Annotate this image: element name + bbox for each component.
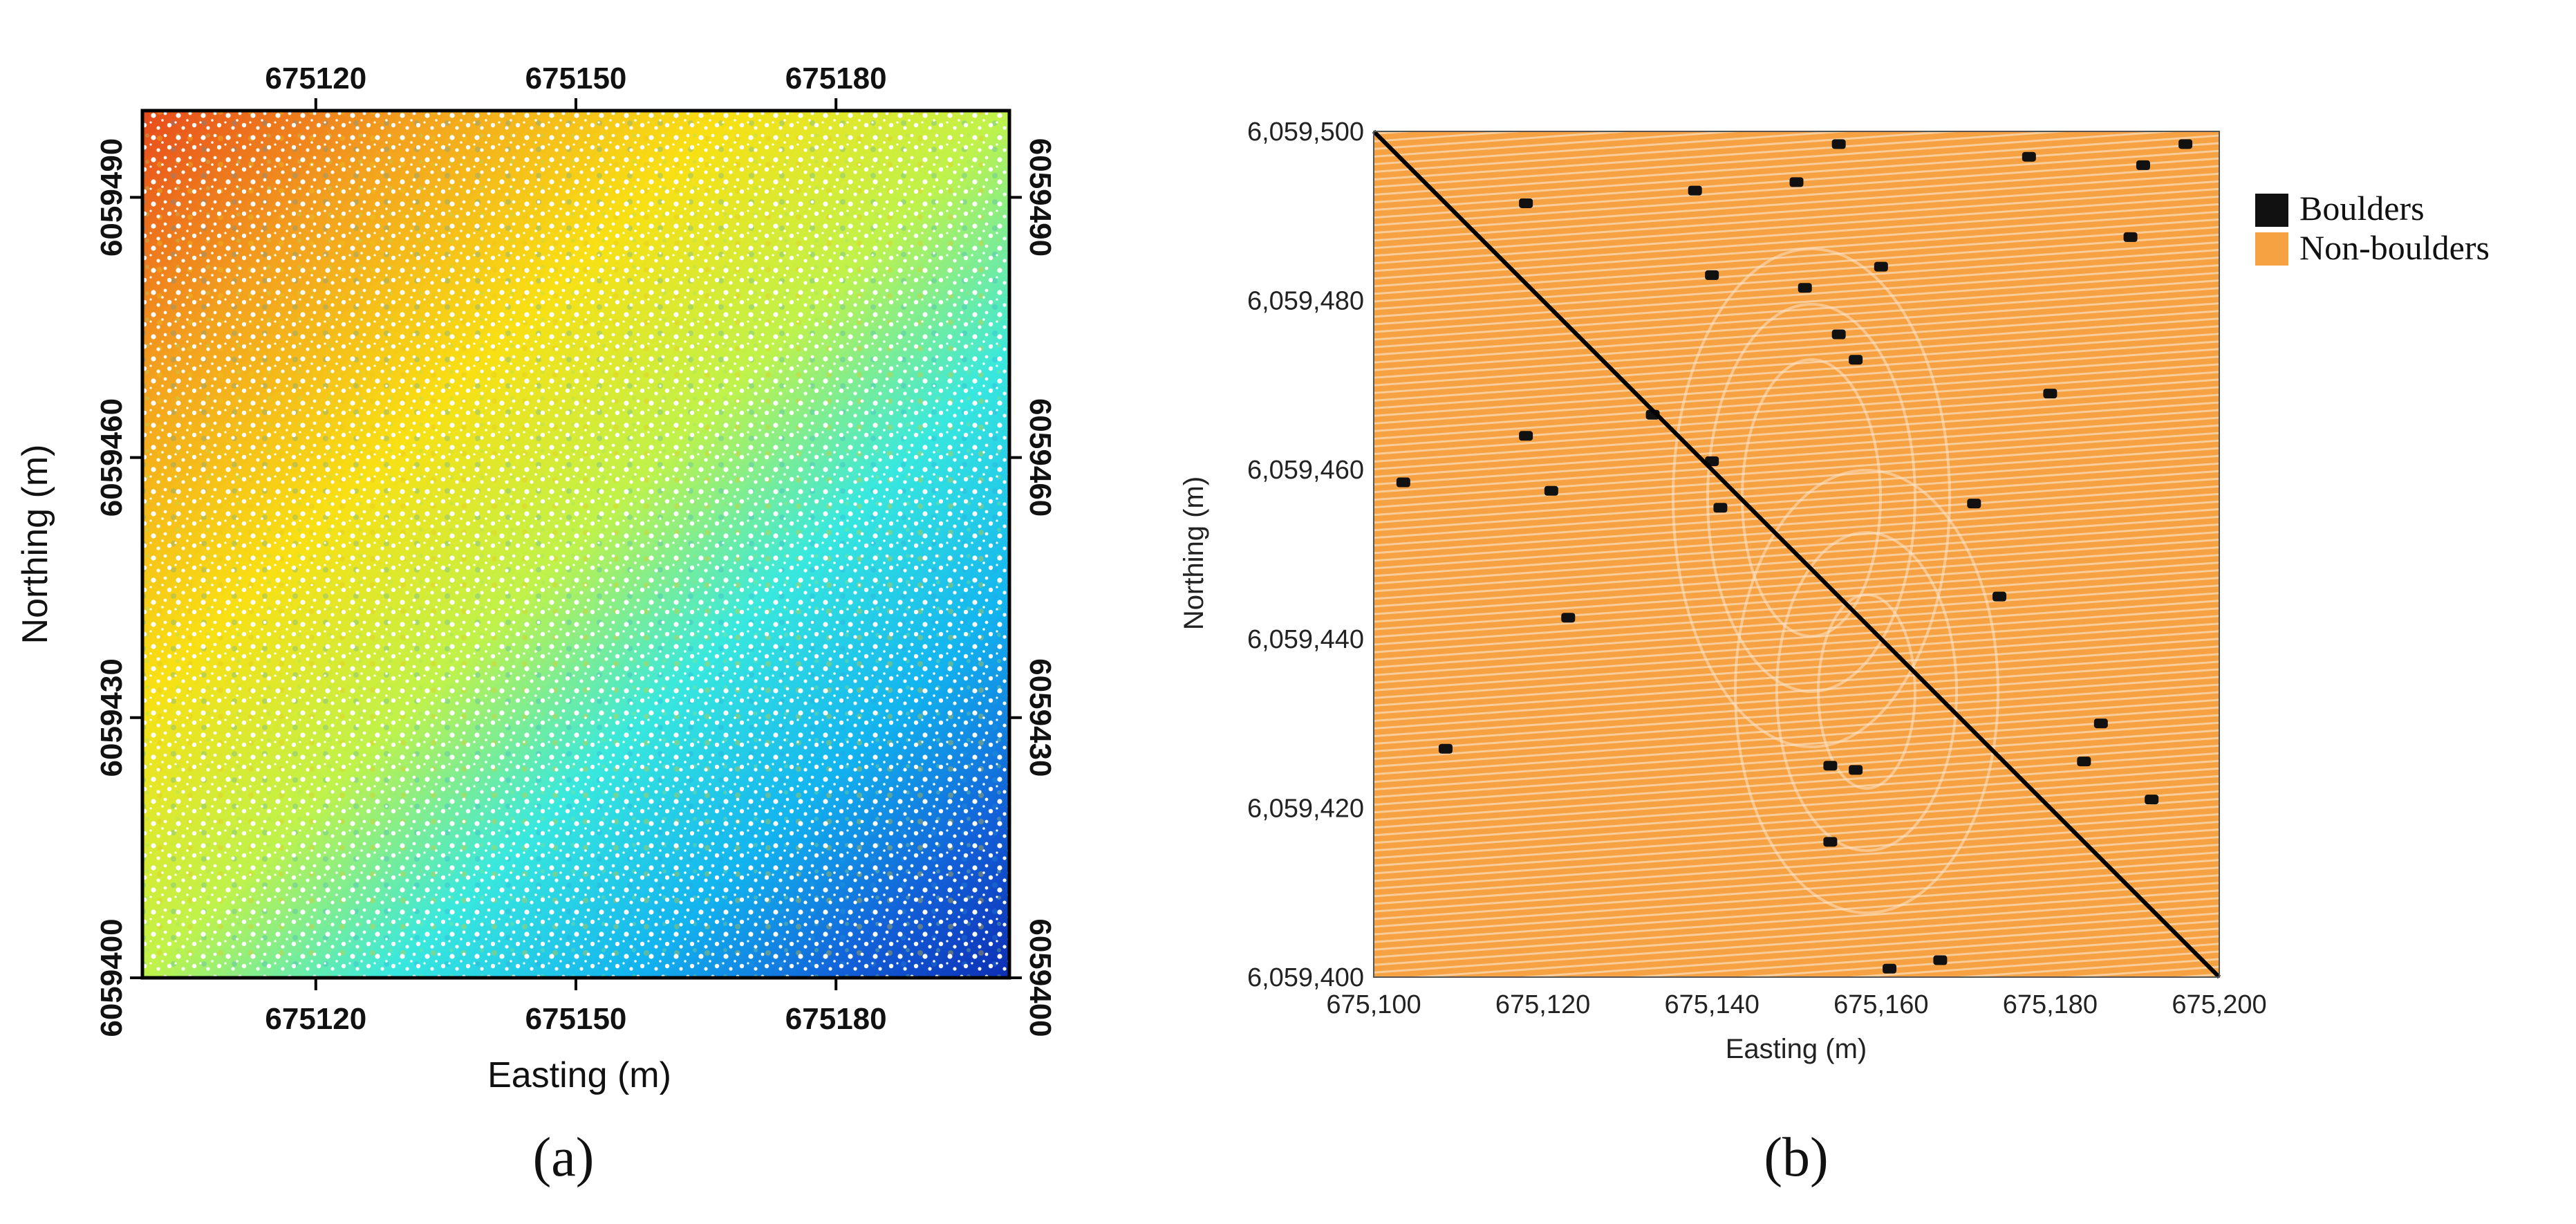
boulder-marker (1831, 139, 1846, 149)
boulder-marker (2145, 795, 2159, 805)
y-tick-label: 6,059,460 (1247, 456, 1364, 485)
legend-swatch-non-boulders (2255, 232, 2288, 266)
boulder-marker (1849, 355, 1863, 365)
y-tick-label: 6,059,500 (1247, 118, 1364, 147)
boulder-marker (1823, 837, 1838, 847)
boulder-marker (1883, 963, 1897, 974)
boulder-marker (1798, 283, 1812, 293)
boulder-marker (2022, 151, 2036, 162)
y-tick-label-right: 6059490 (1023, 138, 1057, 257)
panel-a-caption: (a) (533, 1127, 595, 1188)
boulder-marker (2077, 757, 2091, 767)
boulder-marker (1874, 261, 1888, 272)
survey-transect-line (1372, 129, 2221, 979)
boulder-marker (1688, 185, 1702, 196)
boulder-marker (2123, 232, 2138, 242)
boulder-marker (1519, 431, 1533, 441)
boulder-marker (2136, 160, 2150, 170)
panel-a-x-label: Easting (m) (487, 1055, 671, 1095)
x-tick-label: 675,140 (1665, 990, 1760, 1019)
y-tick-label-left: 6059430 (95, 658, 129, 777)
y-tick-label-right: 6059400 (1023, 918, 1057, 1037)
legend-swatch-boulders (2255, 194, 2288, 227)
y-tick-label-right: 6059460 (1023, 398, 1057, 517)
boulder-marker (1933, 955, 1948, 965)
boulder-marker (1544, 485, 1558, 496)
x-tick-label-top: 675150 (525, 62, 627, 95)
panel-a-ticks (130, 98, 1022, 990)
x-tick-label-bottom: 675150 (525, 1002, 627, 1036)
y-tick-label-left: 6059400 (95, 918, 129, 1037)
boulder-marker (1713, 503, 1728, 513)
panel-a-y-label: Northing (m) (15, 445, 55, 645)
panel-b-legend: Boulders Non-boulders (2255, 189, 2490, 267)
x-tick-label-top: 675120 (265, 62, 366, 95)
x-tick-label: 675,180 (2003, 990, 2098, 1019)
boulder-marker (1992, 591, 2007, 602)
y-tick-label: 6,059,420 (1247, 794, 1364, 823)
boulder-marker (2178, 139, 2193, 149)
legend-label-boulders: Boulders (2299, 189, 2425, 228)
panel-b-frame (1373, 131, 2220, 978)
boulder-marker (1967, 499, 1981, 509)
boulder-marker (1789, 177, 1804, 187)
boulder-markers (1396, 139, 2193, 974)
x-tick-label: 675,120 (1495, 990, 1590, 1019)
legend-label-non-boulders: Non-boulders (2299, 228, 2490, 267)
panel-b-y-label: Northing (m) (1179, 476, 1209, 630)
panel-a-tick-labels: 675120 675120 675150 675150 675180 675180 6059… (95, 62, 1057, 1037)
x-tick-label-bottom: 675120 (265, 1002, 366, 1036)
boulder-marker (2093, 718, 2108, 729)
boulder-marker (1849, 765, 1863, 775)
x-tick-label: 675,200 (2172, 990, 2266, 1019)
panel-b-classification-map (1372, 129, 2221, 979)
boulder-marker (1396, 477, 1410, 488)
x-tick-label: 675,100 (1326, 990, 1421, 1019)
y-tick-label-right: 6059430 (1023, 658, 1057, 777)
boulder-marker (1438, 743, 1453, 754)
panel-b-tick-labels: 675,100 675,120 675,140 675,160 675,180 675,2… (1247, 118, 2267, 1019)
x-tick-label-top: 675180 (785, 62, 887, 95)
elevation-gaps (142, 111, 1009, 978)
boulder-marker (1831, 329, 1846, 340)
panel-b-caption: (b) (1764, 1127, 1828, 1188)
boulder-marker (1705, 270, 1719, 280)
x-tick-label: 675,160 (1833, 990, 1928, 1019)
x-tick-label-bottom: 675180 (785, 1002, 887, 1036)
panel-a-elevation-raster (140, 109, 1011, 980)
boulder-marker (1823, 761, 1838, 771)
y-tick-label: 6,059,400 (1247, 963, 1364, 992)
y-tick-label: 6,059,480 (1247, 287, 1364, 316)
y-tick-label-left: 6059460 (95, 398, 129, 517)
boulder-marker (1519, 198, 1533, 208)
y-tick-label-left: 6059490 (95, 138, 129, 257)
boulder-marker (2043, 389, 2057, 399)
y-tick-label: 6,059,440 (1247, 625, 1364, 654)
panel-b-x-label: Easting (m) (1726, 1034, 1867, 1064)
boulder-marker (1561, 613, 1576, 623)
